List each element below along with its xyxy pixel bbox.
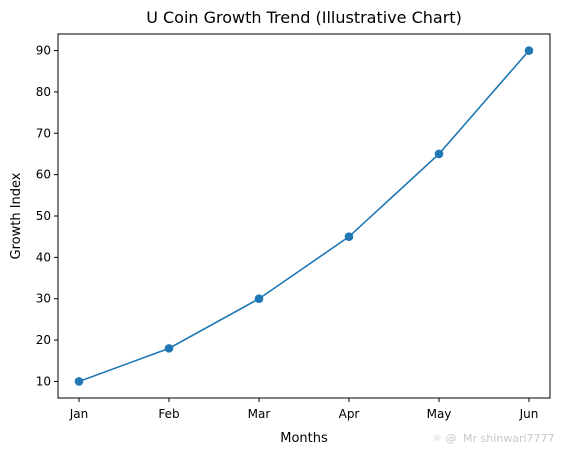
x-axis-label: Months xyxy=(280,431,328,446)
chart-title: U Coin Growth Trend (Illustrative Chart) xyxy=(146,8,462,27)
y-tick-label: 80 xyxy=(36,85,51,99)
y-tick-label: 90 xyxy=(36,44,51,58)
y-tick-label: 70 xyxy=(36,126,51,140)
plot-frame xyxy=(57,33,551,399)
data-point-feb xyxy=(164,344,174,353)
y-tick-label: 50 xyxy=(36,209,51,223)
x-tick-label: Jun xyxy=(519,407,539,421)
y-tick-label: 30 xyxy=(36,292,51,306)
x-tick-label: Jan xyxy=(69,407,89,421)
data-point-jan xyxy=(74,377,84,386)
y-axis-ticks: 10 20 30 40 50 60 70 80 90 xyxy=(36,44,58,388)
series-layer xyxy=(74,46,534,386)
y-axis-label: Growth Index xyxy=(9,172,24,259)
x-tick-label: Feb xyxy=(158,407,179,421)
series-line xyxy=(78,50,530,383)
data-point-jun xyxy=(524,46,534,55)
watermark-icon: ☼ @ xyxy=(432,432,456,445)
y-tick-label: 40 xyxy=(36,250,51,264)
x-tick-label: Apr xyxy=(339,407,360,421)
y-tick-label: 20 xyxy=(36,333,51,347)
data-point-mar xyxy=(254,294,264,304)
data-point-may xyxy=(434,149,444,159)
watermark-text: Mr shinwari7777 xyxy=(463,432,555,445)
x-tick-label: Mar xyxy=(248,407,271,421)
data-point-apr xyxy=(344,232,354,241)
y-tick-label: 60 xyxy=(36,168,51,182)
x-tick-label: May xyxy=(427,407,452,421)
y-tick-label: 10 xyxy=(36,374,51,388)
x-axis-ticks: Jan Feb Mar Apr May Jun xyxy=(69,398,539,421)
watermark: ☼ @ Mr shinwari7777 xyxy=(432,432,555,445)
